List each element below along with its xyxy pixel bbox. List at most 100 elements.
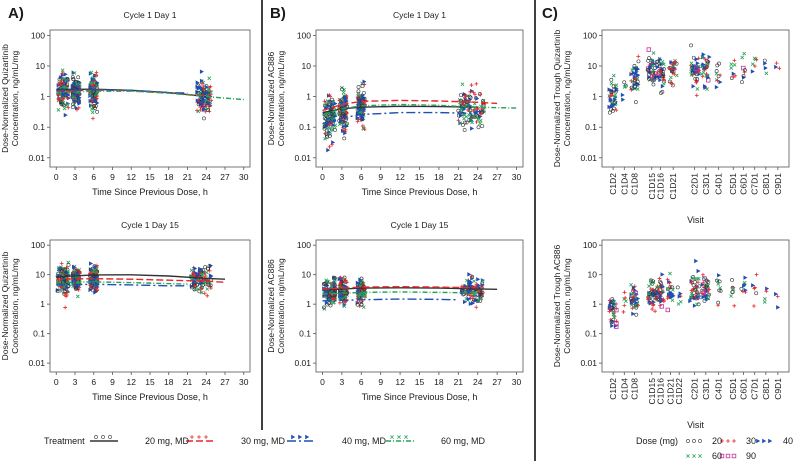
y-tick-label: 100 <box>583 30 597 40</box>
data-point <box>715 78 720 83</box>
data-point <box>192 283 197 288</box>
data-point <box>77 101 82 106</box>
data-point <box>659 291 664 296</box>
fit-line-20mg <box>56 274 226 280</box>
data-point <box>613 100 618 105</box>
data-point <box>694 66 699 71</box>
x-tick-label: 3 <box>340 172 345 182</box>
data-point <box>201 84 206 88</box>
data-point <box>362 106 367 112</box>
data-point <box>647 284 651 289</box>
data-point <box>464 120 469 125</box>
data-point <box>607 104 612 110</box>
data-point <box>614 321 619 326</box>
data-point <box>742 70 747 75</box>
data-point <box>741 74 746 78</box>
data-point <box>614 307 619 313</box>
data-point <box>340 87 344 92</box>
x-tick-label: 3 <box>340 377 345 387</box>
data-point <box>691 275 695 279</box>
legend-marker <box>731 453 737 459</box>
data-point <box>471 301 476 306</box>
data-point <box>65 82 69 87</box>
legend-marker <box>686 439 690 443</box>
legend-dose-title: Dose (mg) <box>636 436 678 446</box>
data-point <box>469 279 474 285</box>
data-point <box>660 66 665 72</box>
data-point <box>205 287 210 291</box>
data-point <box>655 64 660 70</box>
data-point <box>480 124 485 128</box>
data-point <box>196 102 201 107</box>
data-point <box>776 305 781 310</box>
data-point <box>94 263 99 268</box>
legend-marker <box>101 435 105 439</box>
data-point <box>670 298 675 303</box>
data-point <box>360 84 365 88</box>
fit-line-40mg <box>322 111 478 125</box>
data-point <box>202 116 206 121</box>
data-point <box>204 84 209 90</box>
data-point <box>629 72 634 77</box>
data-point <box>328 303 333 308</box>
y-tick-label: 100 <box>583 240 597 250</box>
y-tick-label: 1 <box>40 299 45 309</box>
data-point <box>458 93 463 97</box>
y-tick-label: 100 <box>31 30 45 40</box>
data-point <box>360 117 365 122</box>
data-point <box>57 97 61 102</box>
chart-a-day15: Cycle 1 Day 15 100 10 1 0.1 0.01 Dose-Normaliz… <box>0 220 251 402</box>
data-point <box>751 283 756 288</box>
scatter-points <box>322 79 487 153</box>
x-tick-label: C3D1 <box>701 173 711 195</box>
data-point <box>631 305 636 309</box>
data-point <box>458 100 462 105</box>
data-point <box>460 82 465 87</box>
data-point <box>201 104 206 108</box>
data-point <box>77 269 82 274</box>
y-axis-label: Dose-Normalized AC886Concentration, ng/m… <box>266 51 286 147</box>
data-point <box>362 79 367 84</box>
data-point <box>338 285 343 290</box>
data-point <box>701 280 706 285</box>
y-axis-label: Dose-Normalized AC886Concentration, ng/m… <box>266 258 286 354</box>
y-axis-label: Dose-Normalized QuizartinibConcentration… <box>0 44 20 153</box>
data-point <box>705 61 710 66</box>
data-point <box>609 320 614 324</box>
x-tick-label: 0 <box>54 377 59 387</box>
data-point <box>742 51 747 56</box>
legend-item-20mg-label: 20 mg, MD <box>145 436 190 446</box>
data-point <box>94 94 99 99</box>
data-point <box>655 59 660 64</box>
data-point <box>88 271 93 275</box>
data-point <box>630 68 635 72</box>
data-point <box>456 108 461 113</box>
data-point <box>329 105 334 110</box>
y-axis-label: Dose-Normalized QuizartinibConcentration… <box>0 251 20 360</box>
x-tick-label: 27 <box>220 377 230 387</box>
data-point <box>478 118 483 123</box>
data-point <box>670 81 675 86</box>
data-point <box>634 300 639 306</box>
y-tick-label: 100 <box>297 30 311 40</box>
data-point <box>646 296 651 300</box>
data-point <box>476 298 481 302</box>
data-point <box>323 136 327 141</box>
data-point <box>63 271 68 276</box>
x-tick-label: 6 <box>359 172 364 182</box>
x-tick-label: C3D1 <box>701 378 711 400</box>
x-tick-label: C2D1 <box>690 378 700 400</box>
data-point <box>651 82 656 87</box>
data-point <box>329 120 334 125</box>
data-point <box>670 62 675 67</box>
data-point <box>668 79 672 84</box>
data-point <box>752 286 757 291</box>
x-tick-label: C8D1 <box>761 173 771 195</box>
legend-dose-20-label: 20 <box>712 436 722 446</box>
data-point <box>330 142 334 147</box>
data-point <box>205 293 210 298</box>
x-tick-label: C6D1 <box>739 173 749 195</box>
data-point <box>689 65 694 70</box>
data-point <box>59 289 64 294</box>
data-point <box>463 120 467 125</box>
